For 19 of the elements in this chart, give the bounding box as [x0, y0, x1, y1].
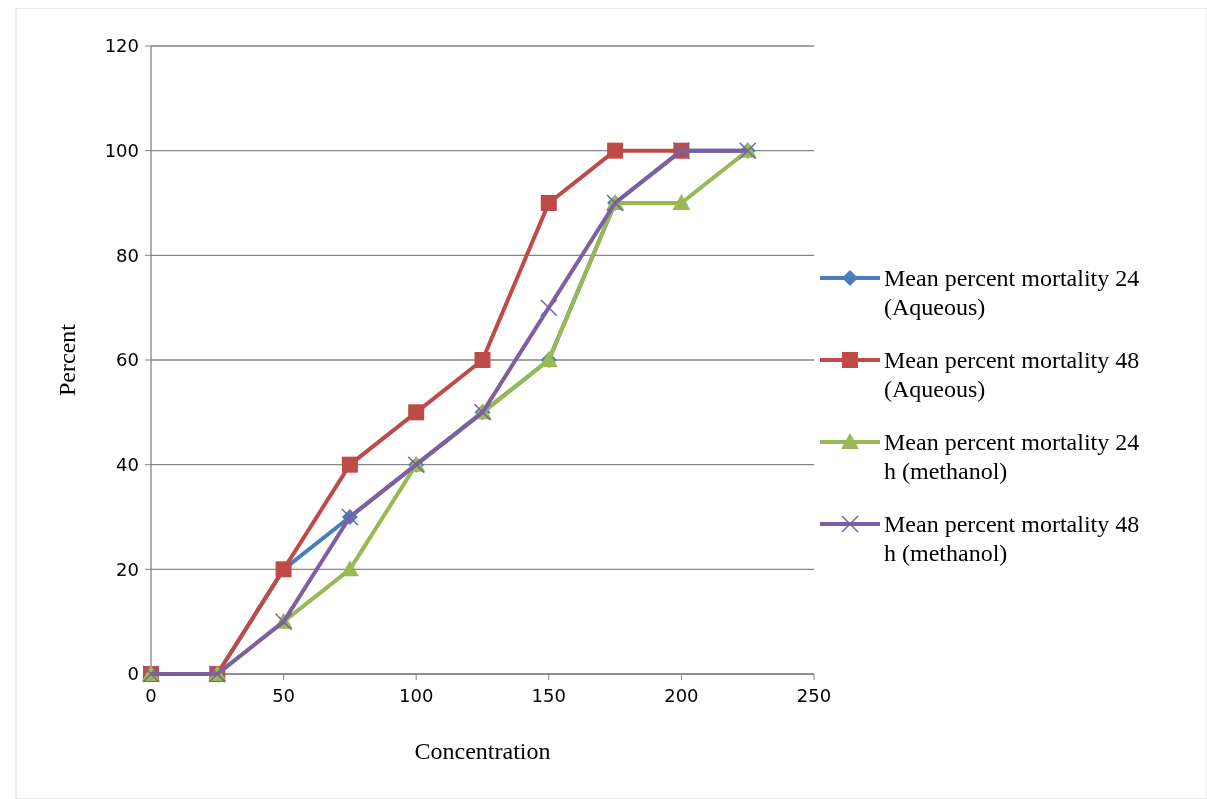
x-tick-label: 100: [399, 685, 434, 706]
x-tick-label: 150: [531, 685, 566, 706]
y-tick-label: 100: [104, 139, 139, 161]
legend-label: Mean percent mortality 24 (Aqueous): [884, 265, 1140, 321]
y-tick-label: 60: [116, 349, 139, 371]
y-tick-label: 40: [116, 453, 139, 475]
y-tick-label: 120: [104, 35, 139, 57]
legend-label: Mean percent mortality 24 h (methanol): [884, 429, 1140, 485]
x-tick-label: 200: [664, 685, 699, 706]
x-tick-label: 0: [145, 685, 157, 706]
y-tick-label: 0: [127, 663, 139, 685]
legend-label: Mean percent mortality 48 h (methanol): [884, 511, 1140, 567]
x-tick-label: 50: [272, 685, 296, 706]
x-axis-title: Concentration: [414, 738, 551, 764]
y-tick-label: 20: [116, 558, 139, 580]
legend-label: Mean percent mortality 48 (Aqueous): [884, 347, 1140, 403]
y-axis-title: Percent: [54, 323, 80, 396]
y-tick-label: 80: [116, 244, 139, 266]
x-tick-label: 250: [796, 685, 832, 706]
